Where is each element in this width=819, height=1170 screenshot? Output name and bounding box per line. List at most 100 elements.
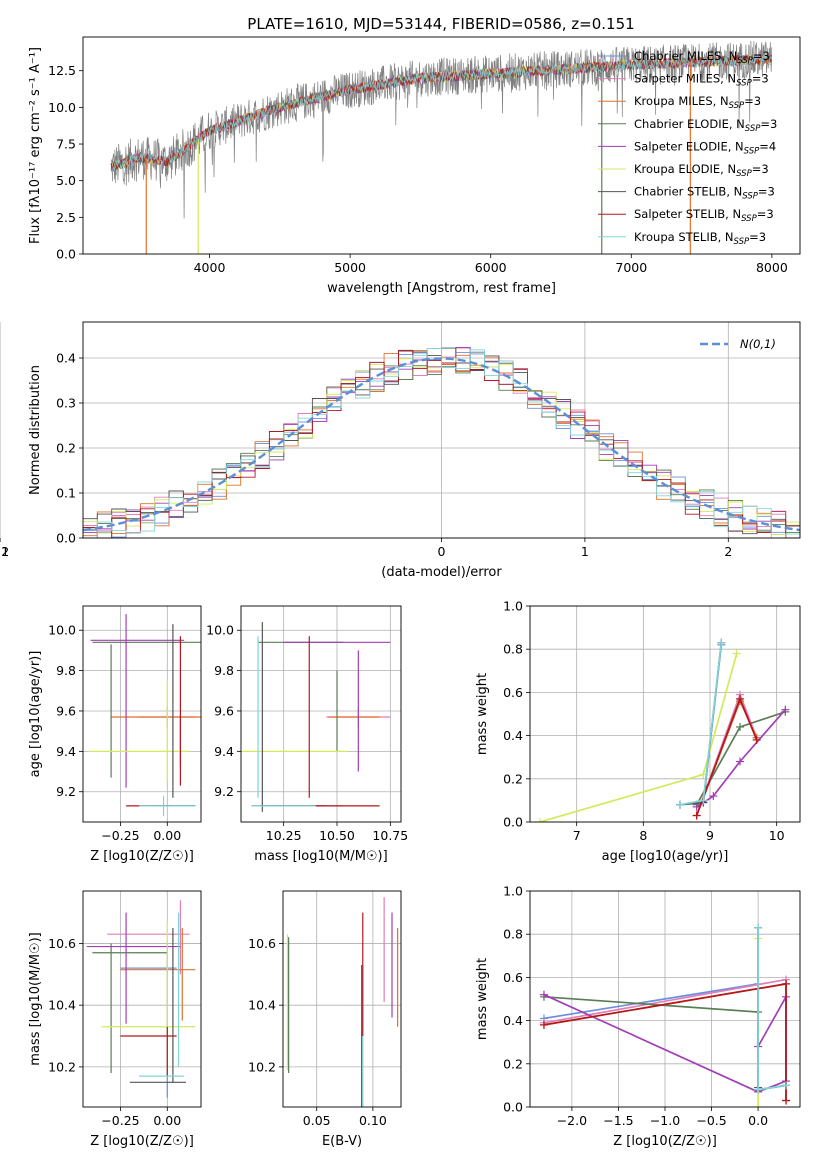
legend-label-5: Kroupa ELODIE, NSSP=3 — [634, 162, 769, 179]
x-axis-label: E(B-V) — [322, 1134, 362, 1149]
legend-subscript: SSP — [745, 124, 761, 134]
y-tick-label: 0.2 — [503, 1056, 523, 1071]
y-tick-label: 0.2 — [56, 441, 76, 456]
y-tick-label: 10.2 — [48, 1059, 76, 1074]
legend-nssp: =4 — [759, 139, 776, 153]
legend-nssp: =3 — [744, 94, 761, 108]
x-tick-label: 1 — [581, 544, 589, 559]
y-axis-label: mass [log10(M/M☉)] — [28, 932, 43, 1065]
y-tick-label: 9.4 — [214, 744, 234, 759]
x-tick-label: −2 — [0, 544, 9, 559]
x-tick-label: 8 — [639, 828, 647, 843]
x-tick-label: 7000 — [615, 260, 647, 275]
y-tick-label: 0.1 — [56, 486, 76, 501]
y-tick-label: 10.0 — [48, 623, 76, 638]
legend-label-0: Chabrier MILES, NSSP=3 — [634, 49, 770, 66]
y-tick-label: 10.6 — [248, 936, 276, 951]
legend-nssp: =3 — [758, 185, 775, 199]
legend-label-1: Salpeter MILES, NSSP=3 — [634, 72, 769, 89]
y-tick-label: 9.2 — [56, 784, 76, 799]
line-plot — [539, 923, 791, 1107]
y-tick-label: 9.6 — [214, 703, 234, 718]
x-axis-label: age [log10(age/yr)] — [602, 849, 729, 864]
legend-label-8: Kroupa STELIB, NSSP=3 — [634, 230, 766, 247]
x-tick-label: −0.5 — [696, 1113, 726, 1128]
x-tick-label: 10 — [769, 828, 785, 843]
legend-nssp: =3 — [752, 72, 769, 86]
y-tick-label: 0.0 — [503, 1100, 523, 1115]
y-tick-label: 9.8 — [214, 663, 234, 678]
x-axis-label: mass [log10(M/M☉)] — [254, 849, 387, 864]
mass-weight-line-6 — [679, 642, 723, 806]
x-tick-label: 0.0 — [748, 1113, 768, 1128]
x-tick-label: −0.25 — [101, 1113, 139, 1128]
y-tick-label: 10.0 — [206, 623, 234, 638]
y-tick-label: 0.6 — [503, 970, 523, 985]
y-tick-label: 0.8 — [503, 642, 523, 657]
y-tick-label: 9.6 — [56, 703, 76, 718]
y-axis-label: age [log10(age/yr)] — [28, 651, 43, 778]
y-tick-label: 1.0 — [503, 599, 523, 614]
legend-nssp: =3 — [749, 230, 766, 244]
legend-label-7: Salpeter STELIB, NSSP=3 — [634, 207, 774, 224]
x-axis-label: wavelength [Angstrom, rest frame] — [327, 281, 556, 296]
legend-subscript: SSP — [736, 79, 752, 89]
y-tick-label: 10.0 — [48, 100, 76, 115]
x-tick-label: 10.75 — [372, 828, 408, 843]
axes-frame — [240, 605, 402, 823]
x-axis-label: Z [log10(Z/Z☉)] — [90, 849, 194, 864]
errorbar-plot — [241, 622, 391, 812]
mass-weight-line-8 — [679, 642, 723, 806]
y-axis-label: mass weight — [475, 958, 490, 1040]
y-tick-label: 0.8 — [503, 927, 523, 942]
y-tick-label: 0.3 — [56, 396, 76, 411]
y-tick-label: 7.5 — [56, 137, 76, 152]
x-tick-label: 0.10 — [359, 1113, 387, 1128]
y-tick-label: 10.4 — [48, 998, 76, 1013]
y-tick-label: 0.6 — [503, 685, 523, 700]
legend-nssp: =3 — [752, 162, 769, 176]
legend-nssp: =3 — [760, 117, 777, 131]
mass-weight-line-4 — [696, 709, 786, 808]
y-tick-label: 10.6 — [48, 936, 76, 951]
legend-label-2: Kroupa MILES, NSSP=3 — [634, 94, 761, 111]
y-axis-label: mass weight — [475, 673, 490, 755]
model-spectrum-line-8 — [110, 54, 772, 173]
x-tick-label: 2 — [724, 544, 732, 559]
x-tick-label: 4000 — [194, 260, 226, 275]
legend-subscript: SSP — [744, 146, 760, 156]
x-tick-label: 10.50 — [319, 828, 355, 843]
legend-subscript: SSP — [734, 237, 750, 247]
y-tick-label: 2.5 — [56, 210, 76, 225]
x-tick-label: 5000 — [334, 260, 366, 275]
legend-label-6: Chabrier STELIB, NSSP=3 — [634, 185, 775, 202]
x-tick-label: 0 — [438, 544, 446, 559]
y-axis-label: Normed distribution — [28, 365, 43, 495]
x-tick-label: −2.0 — [557, 1113, 587, 1128]
y-tick-label: 0.0 — [56, 247, 76, 262]
legend-subscript: SSP — [742, 192, 758, 202]
histogram-plot — [83, 346, 800, 538]
line-plot — [536, 638, 790, 822]
y-tick-label: 10.2 — [248, 1059, 276, 1074]
y-tick-label: 5.0 — [56, 173, 76, 188]
y-tick-label: 9.8 — [56, 663, 76, 678]
x-tick-label: −1 — [0, 544, 9, 559]
mass-weight-line-7 — [695, 696, 758, 816]
mass-weight-line-5 — [539, 653, 738, 822]
x-tick-label: 9 — [706, 828, 714, 843]
y-tick-label: 0.0 — [56, 531, 76, 546]
x-tick-label: 0.00 — [153, 828, 181, 843]
x-tick-label: 8000 — [756, 260, 788, 275]
y-axis-label: Flux [fλ10⁻¹⁷ erg cm⁻² s⁻¹ A⁻¹] — [28, 47, 43, 244]
errorbar-plot — [88, 614, 201, 816]
mass-weight-line-8 — [757, 927, 787, 1091]
mass-weight-line-0 — [679, 644, 723, 806]
x-tick-label: 0.00 — [153, 1113, 181, 1128]
legend-subscript: SSP — [736, 169, 752, 179]
gaussian-curve — [83, 357, 800, 532]
axes-frame — [82, 890, 202, 1108]
spectrum-plot — [110, 40, 772, 254]
x-tick-label: 0.05 — [303, 1113, 331, 1128]
y-tick-label: 0.2 — [503, 771, 523, 786]
